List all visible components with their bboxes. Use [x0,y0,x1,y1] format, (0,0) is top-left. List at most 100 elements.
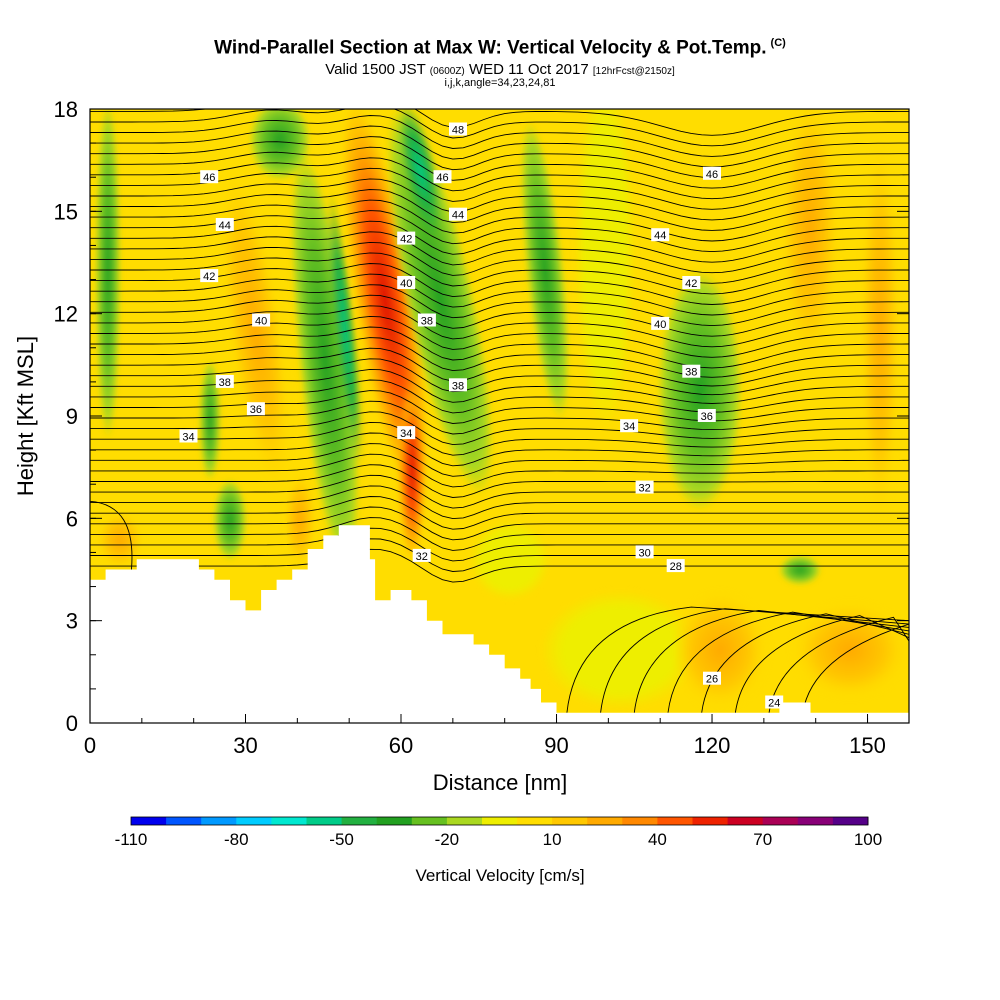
contour-label: 30 [635,545,654,559]
downdraft-zone [398,109,442,239]
contour-label: 46 [433,170,452,184]
contour-label: 44 [215,218,234,232]
y-tick-label: 0 [66,711,78,736]
y-tick-label: 15 [54,199,78,224]
contour-label-bg [417,313,436,327]
contour-label-text: 40 [255,316,267,328]
theta-contour [734,615,909,713]
contour-label-bg [765,695,784,709]
contour-label: 36 [246,402,265,416]
colorbar-swatch [341,817,378,825]
contour-label-bg [651,316,670,330]
colorbar-tick-label: -50 [329,830,354,849]
colorbar-swatch [657,817,693,825]
x-tick-label: 0 [84,733,96,758]
downdraft-zone [214,480,246,560]
contour-label-text: 38 [685,367,697,379]
contour-label: 38 [417,313,436,328]
contour-label: 40 [651,316,670,331]
colorbar-swatch [587,817,623,825]
colorbar-swatch [201,817,237,825]
theta-contour [90,199,909,242]
contour-label: 34 [397,426,416,440]
colorbar-swatch [762,817,799,825]
contour-label-bg [703,671,721,685]
theta-contour [90,305,909,348]
y-tick-label: 12 [54,302,78,327]
theta-contour [90,485,909,520]
contour-label-bg [449,378,467,392]
contour-label-bg [246,402,265,416]
colorbar: -110 -80 -50 -20 10 40 70 100 [115,816,882,849]
colorbar-swatch [446,817,483,825]
y-axis-label: Height [Kft MSL] [13,336,38,496]
contour-label-bg [433,170,452,184]
theta-contour [90,453,909,488]
terrain [90,525,909,723]
chart-indices: i,j,k,angle=34,23,24,81 [444,77,556,89]
colorbar-tick-label: 40 [648,830,667,849]
contour-label-bg [449,122,467,136]
theta-contour [90,421,909,456]
contour-label-bg [179,429,198,443]
theta-contour [90,294,909,337]
colorbar-tick-label: -20 [435,830,460,849]
contour-label: 38 [449,378,467,392]
contour-label-text: 42 [685,278,697,290]
theta-contour [90,231,909,274]
contour-label-bg [666,559,685,573]
contour-label-bg [651,228,670,242]
colorbar-frame [130,816,869,826]
contour-label-text: 46 [436,172,448,184]
x-tick-label: 90 [544,733,568,758]
colorbar-swatch [166,817,202,825]
theta-contour [90,220,909,263]
contour-label-text: 38 [452,380,464,392]
contour-label-bg [635,480,654,494]
theta-contour [667,611,909,713]
colorbar-tick-label: -80 [224,830,249,849]
theta-contour [90,411,909,446]
contour-label: 40 [252,313,271,328]
theta-contour [90,284,909,327]
contour-label: 42 [682,276,701,290]
updraft-zone [860,130,900,530]
contour-label: 38 [682,364,701,379]
y-tick-label: 3 [66,609,78,634]
contour-labels: 48 46 46 46 44 44 44 42 42 42 40 40 40 38 38 38 38 36 36 34… [179,122,784,710]
contour-label-bg [697,409,716,422]
chart-title: Wind-Parallel Section at Max W: Vertical… [214,37,786,59]
contour-label-text: 46 [203,172,215,184]
theta-contour [600,608,909,713]
contour-label: 48 [449,122,467,137]
colorbar-swatch [797,817,834,825]
theta-contour [90,157,909,200]
contour-label: 40 [397,276,416,290]
contour-label-bg [200,269,219,283]
theta-contour [90,337,909,378]
contour-label-bg [449,207,467,221]
y-tick-label: 6 [66,506,78,531]
theta-contour [90,500,133,570]
contour-label-text: 42 [203,271,215,283]
y-tick-label: 18 [54,97,78,122]
contour-label-bg [412,548,431,562]
contour-label: 34 [620,419,639,433]
theta-contour [90,496,909,530]
contour-label-bg [215,218,234,231]
theta-contours [90,109,909,713]
contour-label-text: 34 [400,428,412,440]
colorbar-swatch [622,817,658,825]
x-tick-label: 120 [694,733,731,758]
updraft-core [398,380,426,560]
weak-zone [575,109,635,430]
contour-label-bg [252,313,271,327]
theta-contour [90,358,909,396]
colorbar-swatch [692,817,729,825]
theta-contour [701,613,909,713]
colorbar-swatch [236,817,272,825]
contour-label-bg [215,374,234,388]
colorbar-label: Vertical Velocity [cm/s] [415,866,584,885]
